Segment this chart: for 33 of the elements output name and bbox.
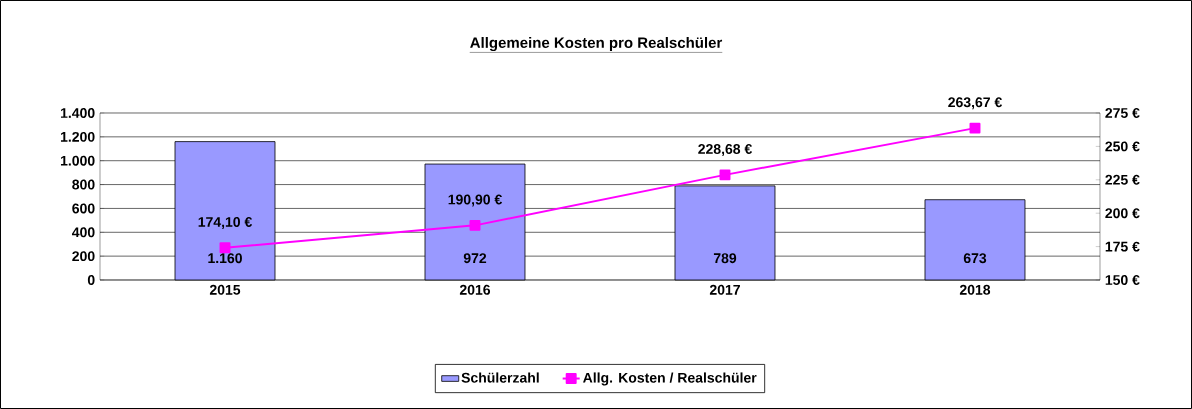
x-tick-label: 2015: [209, 284, 241, 295]
legend-label: Schülerzahl: [461, 372, 539, 383]
y2-tick-label: 175 €: [1105, 241, 1140, 252]
point: [219, 242, 231, 254]
data-label: 789: [713, 253, 737, 264]
y-tick-label: 0: [87, 275, 95, 285]
y-tick-label: 400: [72, 227, 95, 238]
data-label: 228,68 €: [698, 144, 752, 157]
data-label: 673: [963, 253, 987, 264]
chart-title: Allgemeine Kosten pro Realschüler: [470, 36, 723, 52]
y2-tick-label: 150 €: [1105, 275, 1140, 285]
data-label: 174,10 €: [198, 216, 252, 229]
data-label: 190,90 €: [448, 194, 502, 207]
y-tick-label: 600: [72, 203, 95, 214]
point: [469, 219, 481, 231]
data-label: 1.160: [208, 253, 242, 264]
legend-label: Allg. Kosten / Realschüler: [583, 372, 757, 386]
x-tick-label: 2016: [459, 284, 491, 295]
y-tick-label: 800: [72, 179, 95, 190]
point: [969, 122, 981, 134]
y2-tick-label: 225 €: [1105, 174, 1140, 185]
y2-tick-label: 200 €: [1105, 208, 1140, 219]
x-tick-label: 2017: [709, 284, 740, 295]
data-label: 972: [463, 253, 487, 264]
y2-tick-label: 275 €: [1105, 108, 1140, 118]
x-tick-label: 2018: [959, 284, 991, 295]
point: [719, 169, 731, 181]
y-tick-label: 1.000: [60, 155, 95, 166]
y-tick-label: 1.400: [60, 108, 95, 118]
y2-tick-label: 250 €: [1105, 141, 1140, 152]
y-tick-label: 200: [72, 251, 95, 262]
y-tick-label: 1.200: [60, 131, 95, 142]
data-label: 263,67 €: [948, 97, 1002, 110]
